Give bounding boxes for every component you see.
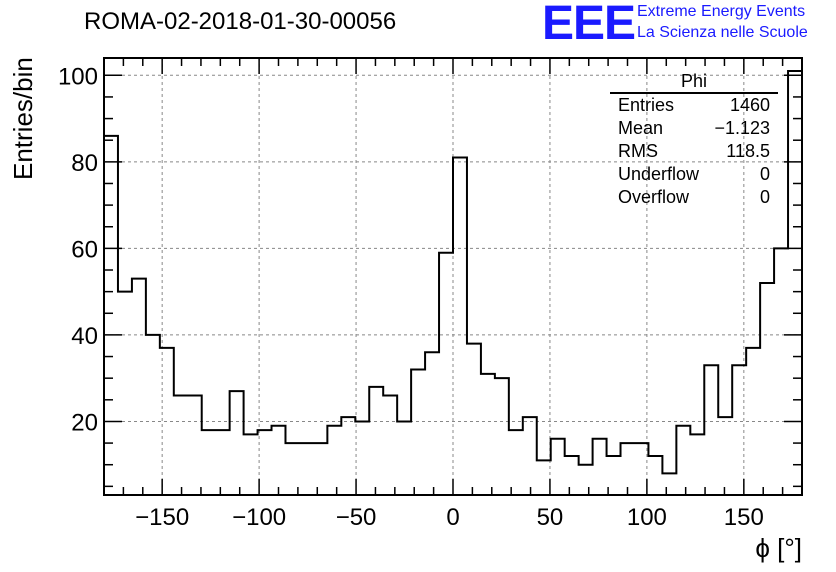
tick-labels-layer: −150 −100 −50 0 50 100 150 20 40 60 80 100 <box>58 63 764 531</box>
stat-label: RMS <box>618 141 658 161</box>
stat-label: Underflow <box>618 164 700 184</box>
x-tick-label: −150 <box>135 504 189 531</box>
logo-line-1: Extreme Energy Events <box>637 3 806 20</box>
stats-box: Phi Entries 1460 Mean −1.123 RMS 118.5 U… <box>610 70 778 209</box>
y-tick-label: 60 <box>71 236 98 263</box>
x-tick-label: 0 <box>446 504 459 531</box>
stat-value: 1460 <box>729 95 770 115</box>
stat-row-entries: Entries 1460 <box>610 94 778 117</box>
y-axis-label: Entries/bin <box>8 57 38 180</box>
stat-row-overflow: Overflow 0 <box>610 186 778 209</box>
stat-row-underflow: Underflow 0 <box>610 163 778 186</box>
y-tick-label: 100 <box>58 63 98 90</box>
x-tick-label: 100 <box>627 504 667 531</box>
y-tick-label: 80 <box>71 150 98 177</box>
stat-label: Entries <box>618 95 675 115</box>
stat-value: 118.5 <box>726 141 770 161</box>
stat-value: 0 <box>759 187 770 207</box>
stat-label: Overflow <box>618 187 690 207</box>
stat-value: −1.123 <box>714 118 770 138</box>
plot-frame <box>103 57 803 496</box>
stat-row-mean: Mean −1.123 <box>610 117 778 140</box>
stat-label: Mean <box>618 118 664 138</box>
y-tick-label: 20 <box>71 409 98 436</box>
x-tick-label: −100 <box>232 504 286 531</box>
stat-value: 0 <box>759 164 770 184</box>
x-tick-label: 150 <box>724 504 764 531</box>
stat-row-rms: RMS 118.5 <box>610 140 778 163</box>
run-title: ROMA-02-2018-01-30-00056 <box>84 8 397 35</box>
logo-line-2: La Scienza nelle Scuole <box>637 24 808 41</box>
y-tick-label: 40 <box>71 323 98 350</box>
x-tick-label: −50 <box>336 504 377 531</box>
eee-logo: EEE <box>542 0 636 50</box>
ticks-layer <box>103 58 803 495</box>
histogram-line <box>103 69 803 495</box>
x-axis-label: ϕ [°] <box>755 533 802 563</box>
stats-title: Phi <box>610 70 778 94</box>
x-tick-label: 50 <box>537 504 564 531</box>
